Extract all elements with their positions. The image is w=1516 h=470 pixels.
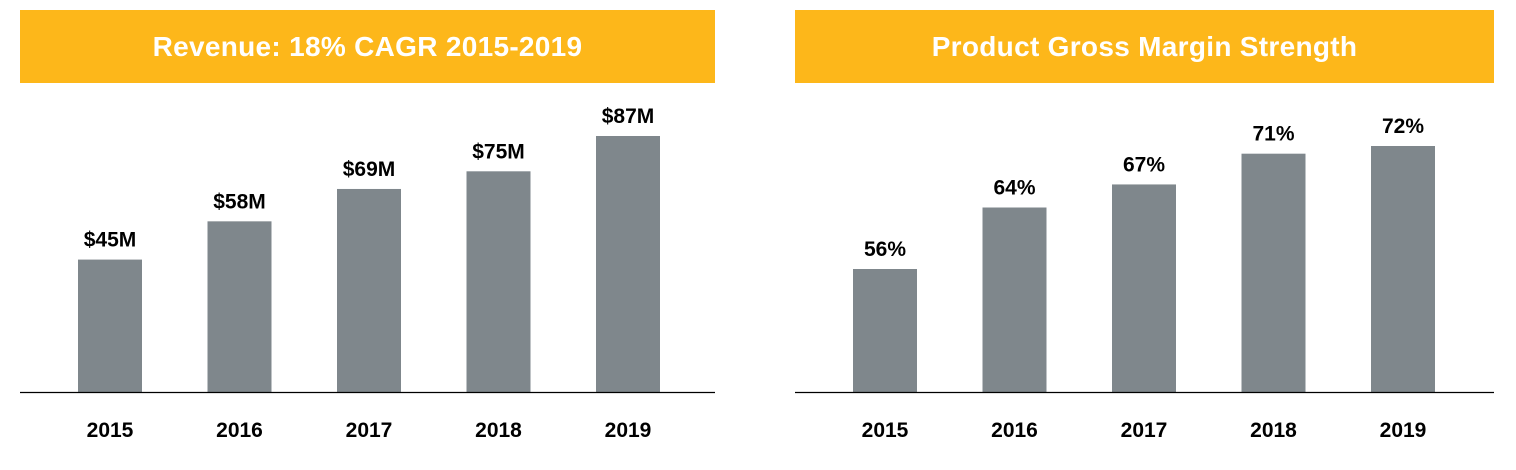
margin-category-label-2018: 2018 (1250, 419, 1297, 442)
revenue-value-label-2018: $75M (472, 140, 525, 163)
revenue-bar-2016 (207, 221, 272, 392)
revenue-value-label-2015: $45M (84, 229, 137, 252)
revenue-chart-title: Revenue: 18% CAGR 2015-2019 (20, 10, 715, 83)
margin-value-label-2017: 67% (1123, 153, 1165, 176)
margin-bar-2017 (1112, 184, 1176, 392)
margin-bar-2016 (982, 207, 1047, 392)
revenue-bar-2015 (78, 259, 142, 392)
margin-category-label-2017: 2017 (1121, 419, 1168, 442)
revenue-bar-2019 (596, 136, 660, 392)
margin-chart-panel: Product Gross Margin Strength 56% 2015 64%… (760, 0, 1516, 470)
revenue-category-label-2017: 2017 (346, 419, 393, 442)
revenue-category-label-2019: 2019 (605, 419, 652, 442)
margin-value-label-2015: 56% (864, 238, 906, 261)
margin-category-label-2016: 2016 (991, 419, 1038, 442)
margin-chart: 56% 2015 64% 2016 67% 2017 71% 2018 72% 2019 (795, 115, 1494, 442)
margin-value-label-2019: 72% (1382, 115, 1424, 138)
revenue-bar-2017 (337, 188, 401, 392)
margin-bar-2015 (853, 269, 917, 392)
revenue-value-label-2017: $69M (343, 158, 396, 181)
revenue-category-label-2015: 2015 (87, 419, 134, 442)
margin-bar-2019 (1371, 146, 1435, 392)
revenue-chart-panel: Revenue: 18% CAGR 2015-2019 $45M 2015 $58M… (20, 10, 715, 442)
margin-value-label-2018: 71% (1252, 123, 1294, 146)
revenue-value-label-2016: $58M (213, 190, 266, 213)
revenue-value-label-2019: $87M (602, 105, 655, 128)
margin-category-label-2019: 2019 (1380, 419, 1427, 442)
revenue-bar-2018 (466, 171, 531, 392)
margin-category-label-2015: 2015 (862, 419, 909, 442)
margin-chart-title: Product Gross Margin Strength (795, 10, 1494, 83)
revenue-chart: $45M 2015 $58M 2016 $69M 2017 $75M 2018 $87M 2019 (20, 105, 715, 442)
margin-value-label-2016: 64% (993, 177, 1035, 200)
margin-bar-2018 (1241, 153, 1306, 392)
revenue-category-label-2018: 2018 (475, 419, 522, 442)
revenue-category-label-2016: 2016 (216, 419, 263, 442)
